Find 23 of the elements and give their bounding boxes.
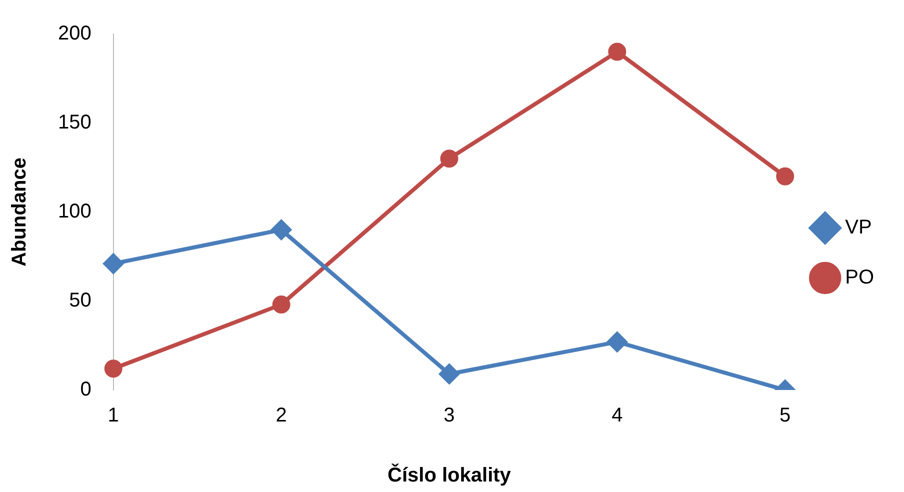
point	[608, 42, 626, 61]
x-tick-label: 1	[108, 404, 119, 427]
y-tick-label: 0	[80, 378, 92, 401]
point	[272, 296, 290, 314]
y-axis-title: Abundance	[8, 158, 31, 266]
point	[440, 150, 458, 168]
y-tick-label: 200	[58, 22, 92, 45]
legend-label: VP	[845, 216, 872, 239]
y-tick-label: 150	[58, 112, 92, 134]
point	[607, 332, 628, 352]
x-tick-label: 4	[612, 404, 623, 427]
point	[103, 254, 124, 274]
legend-label: PO	[845, 266, 874, 289]
point	[104, 360, 122, 378]
point	[271, 220, 292, 240]
y-tick-label: 100	[58, 200, 92, 223]
point	[439, 364, 460, 384]
x-tick-label: 2	[276, 404, 287, 427]
point	[776, 167, 794, 186]
x-tick-label: 3	[444, 404, 455, 427]
x-axis-title: Číslo lokality	[388, 464, 512, 487]
y-tick-label: 50	[69, 290, 92, 312]
x-tick-label: 5	[780, 404, 791, 427]
